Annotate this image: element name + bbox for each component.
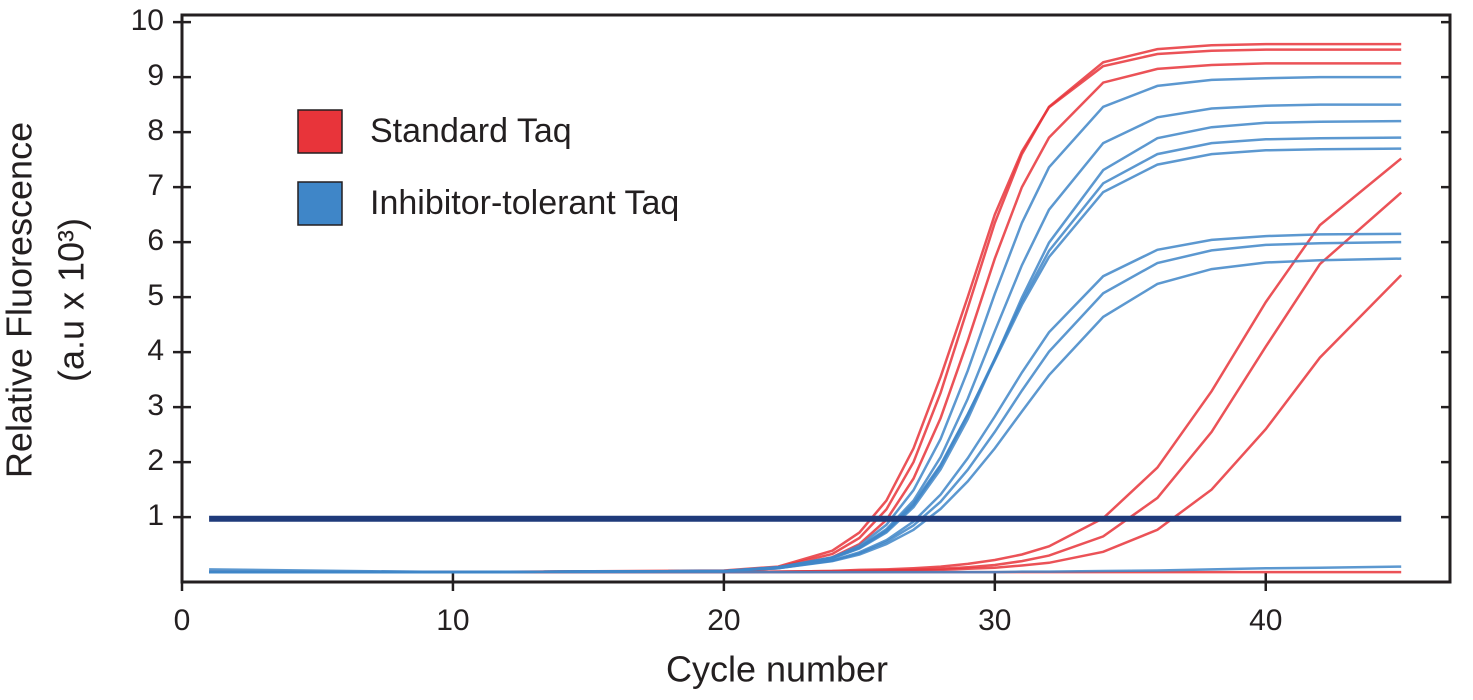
y-tick-label: 6 xyxy=(147,224,164,257)
y-tick-label: 4 xyxy=(147,334,164,367)
y-tick-label: 8 xyxy=(147,114,164,147)
y-tick-label: 5 xyxy=(147,279,164,312)
y-tick-label: 3 xyxy=(147,389,164,422)
y-tick-label: 1 xyxy=(147,499,164,532)
curve xyxy=(209,274,1403,574)
legend-swatch xyxy=(297,109,343,154)
x-tick-label: 30 xyxy=(978,604,1011,637)
legend-swatch xyxy=(297,181,343,226)
x-tick-label: 10 xyxy=(436,604,469,637)
curve xyxy=(209,257,1402,574)
curve xyxy=(209,103,1402,574)
curve xyxy=(209,75,1402,574)
legend-label: Standard Taq xyxy=(370,112,572,150)
y-tick-label: 10 xyxy=(131,4,164,37)
y-tick-label: 7 xyxy=(147,169,164,202)
x-tick-label: 20 xyxy=(707,604,740,637)
y-axis-label: (a.u x 10³) xyxy=(51,218,92,382)
curve xyxy=(209,565,1402,574)
y-tick-label: 2 xyxy=(147,444,164,477)
x-tick-label: 0 xyxy=(174,604,191,637)
y-tick-label: 9 xyxy=(147,59,164,92)
x-tick-label: 40 xyxy=(1249,604,1282,637)
curve xyxy=(209,240,1402,574)
plot-frame xyxy=(180,13,1452,584)
legend-label: Inhibitor-tolerant Taq xyxy=(370,184,679,222)
y-axis-label: Relative Fluorescence xyxy=(0,122,40,478)
x-axis-label: Cycle number xyxy=(666,649,888,690)
